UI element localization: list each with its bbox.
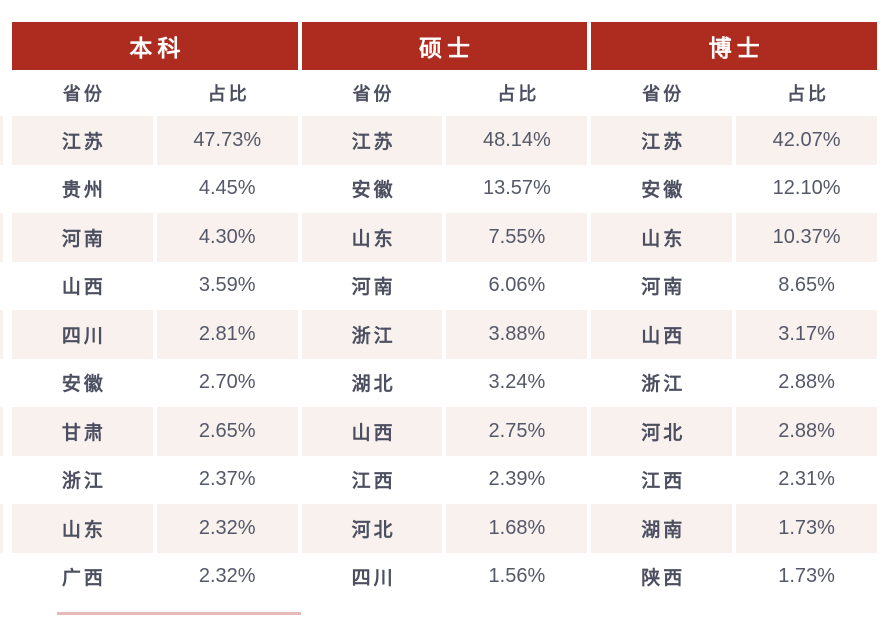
province-cell: 广西 (61, 568, 106, 590)
province-cell: 河南 (12, 213, 153, 262)
share-cell: 2.81% (156, 310, 298, 359)
share-cell: 7.55% (446, 213, 588, 262)
province-cell: 四川 (351, 568, 396, 590)
province-cell: 江苏 (12, 116, 153, 165)
left-edge-sliver (0, 116, 3, 165)
province-cell: 浙江 (301, 310, 443, 359)
share-cell: 47.73% (156, 116, 298, 165)
share-cell: 2.65% (156, 407, 298, 456)
province-cell: 安徽 (61, 374, 106, 396)
share-cell: 3.17% (736, 310, 877, 359)
section-title: 本科 (12, 22, 298, 70)
section-title: 博士 (591, 22, 877, 70)
col-header-share: 占比 (156, 70, 298, 116)
share-cell: 42.07% (736, 116, 877, 165)
province-cell: 江苏 (301, 116, 443, 165)
share-cell: 2.31% (778, 468, 835, 491)
province-cell: 江西 (641, 471, 686, 493)
section-title: 硕士 (301, 22, 588, 70)
share-cell: 3.24% (488, 371, 546, 394)
province-cell: 浙江 (61, 471, 106, 493)
col-header-share: 占比 (736, 70, 877, 116)
share-cell: 3.88% (446, 310, 588, 359)
share-cell: 4.45% (198, 177, 256, 200)
province-cell: 山东 (301, 213, 443, 262)
share-cell: 2.32% (156, 504, 298, 553)
province-cell: 四川 (12, 310, 153, 359)
province-cell: 河北 (591, 407, 733, 456)
share-cell: 1.56% (488, 565, 546, 588)
left-edge-sliver (0, 407, 3, 456)
share-cell: 2.37% (198, 468, 256, 491)
col-header-province: 省份 (591, 70, 733, 116)
province-cell: 安徽 (641, 180, 686, 202)
cropped-next-table-edge (57, 612, 301, 615)
col-header-share: 占比 (446, 70, 588, 116)
province-cell: 山西 (61, 277, 106, 299)
province-cell: 安徽 (351, 180, 396, 202)
share-cell: 2.32% (198, 565, 256, 588)
share-cell: 2.39% (488, 468, 546, 491)
province-distribution-table: 本科 硕士 博士 省份 占比 省份 占比 省份 占比 江苏 47.73% 江苏 48.14% 江苏 42.0… (12, 22, 877, 601)
share-cell: 1.73% (778, 565, 835, 588)
province-cell: 山东 (12, 504, 153, 553)
share-cell: 1.73% (736, 504, 877, 553)
province-cell: 湖南 (591, 504, 733, 553)
province-cell: 甘肃 (12, 407, 153, 456)
share-cell: 13.57% (482, 177, 551, 200)
province-cell: 贵州 (61, 180, 106, 202)
share-cell: 2.75% (446, 407, 588, 456)
province-cell: 山西 (591, 310, 733, 359)
share-cell: 2.70% (198, 371, 256, 394)
share-cell: 2.88% (778, 371, 835, 394)
col-header-province: 省份 (12, 70, 153, 116)
share-cell: 2.88% (736, 407, 877, 456)
share-cell: 48.14% (446, 116, 588, 165)
province-cell: 河南 (351, 277, 396, 299)
province-cell: 湖北 (351, 374, 396, 396)
province-cell: 山东 (591, 213, 733, 262)
province-cell: 河南 (641, 277, 686, 299)
province-cell: 山西 (301, 407, 443, 456)
left-edge-sliver (0, 310, 3, 359)
province-cell: 浙江 (641, 374, 686, 396)
share-cell: 12.10% (772, 177, 841, 200)
province-cell: 江西 (351, 471, 396, 493)
left-edge-sliver (0, 213, 3, 262)
col-header-province: 省份 (301, 70, 443, 116)
share-cell: 10.37% (736, 213, 877, 262)
share-cell: 8.65% (778, 274, 835, 297)
share-cell: 6.06% (488, 274, 546, 297)
province-cell: 江苏 (591, 116, 733, 165)
share-cell: 1.68% (446, 504, 588, 553)
share-cell: 3.59% (198, 274, 256, 297)
left-edge-sliver (0, 504, 3, 553)
province-cell: 河北 (301, 504, 443, 553)
province-cell: 陕西 (641, 568, 686, 590)
share-cell: 4.30% (156, 213, 298, 262)
